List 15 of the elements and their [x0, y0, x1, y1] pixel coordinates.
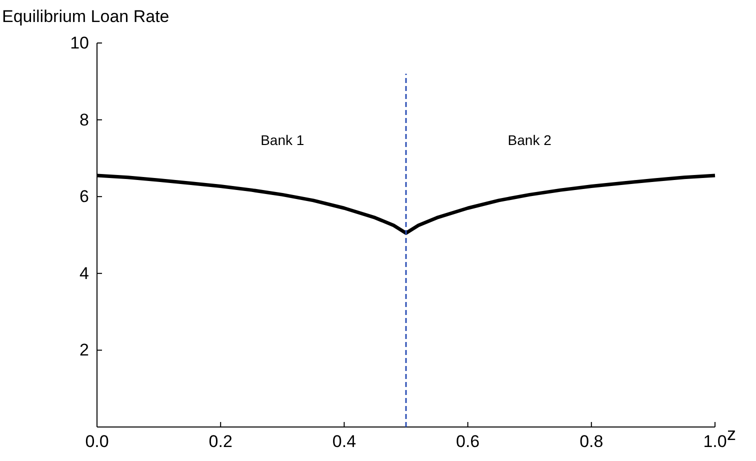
annotation: Bank 1 — [260, 132, 304, 148]
y-tick-label: 8 — [80, 110, 89, 130]
x-tick-label: 0.4 — [332, 432, 356, 452]
x-tick-label: 0.6 — [456, 432, 480, 452]
x-tick-label: 0.2 — [208, 432, 232, 452]
y-tick-label: 10 — [70, 33, 89, 52]
x-tick-label: 0.8 — [580, 432, 604, 452]
y-tick-label: 2 — [80, 340, 89, 360]
annotation: Bank 2 — [508, 132, 552, 148]
y-tick-label: 4 — [80, 264, 89, 283]
y-axis-title: Equilibrium Loan Rate — [2, 7, 170, 26]
y-tick-label: 6 — [80, 187, 89, 206]
x-tick-label: 0.0 — [85, 432, 109, 452]
x-tick-label: 1.0 — [703, 432, 727, 452]
x-axis-title: z — [727, 424, 736, 444]
